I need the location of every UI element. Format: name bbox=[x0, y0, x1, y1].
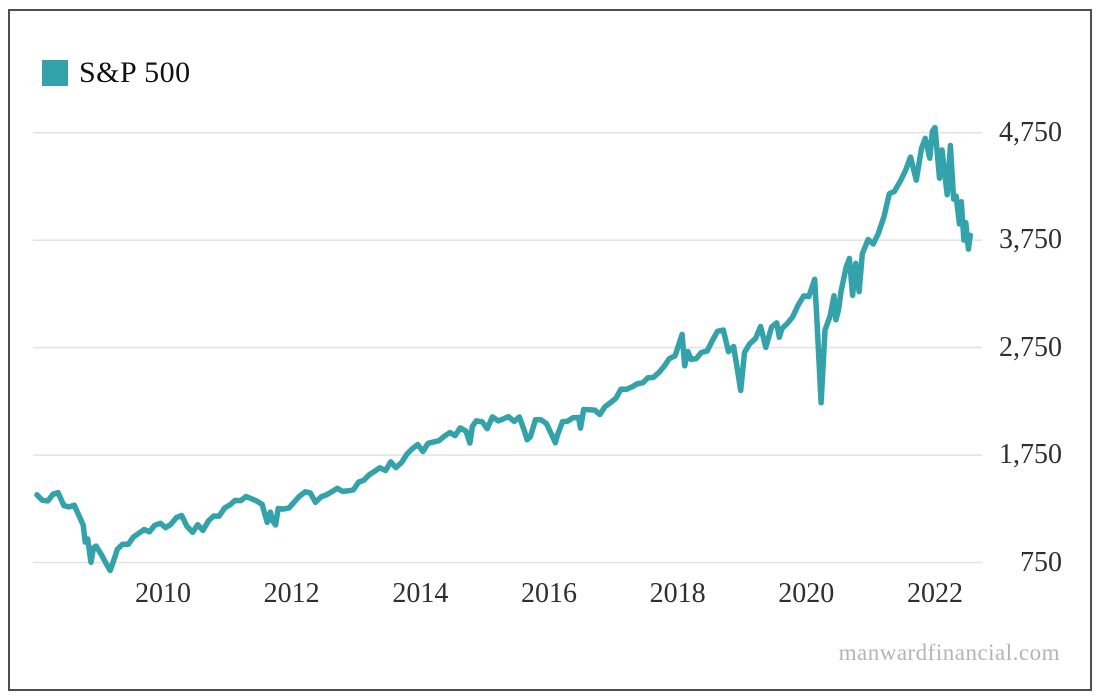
x-tick-label-2012: 2012 bbox=[263, 578, 320, 609]
gridlines bbox=[33, 131, 982, 564]
x-tick-label-2020: 2020 bbox=[778, 578, 835, 609]
y-tick-label-1750: 1,750 bbox=[999, 439, 1062, 471]
x-tick-label-2022: 2022 bbox=[906, 578, 963, 609]
x-tick-label-2016: 2016 bbox=[520, 578, 577, 609]
y-tick-label-4750: 4,750 bbox=[999, 116, 1062, 148]
legend: S&P 500 bbox=[42, 58, 191, 88]
x-tick-label-2014: 2014 bbox=[392, 578, 449, 609]
y-tick-label-750: 750 bbox=[1020, 546, 1062, 578]
x-tick-label-2018: 2018 bbox=[649, 578, 706, 609]
line-series-sp500 bbox=[34, 124, 974, 574]
legend-swatch-icon bbox=[42, 60, 68, 86]
x-tick-label-2010: 2010 bbox=[135, 578, 191, 609]
legend-label: S&P 500 bbox=[79, 56, 191, 89]
chart-frame bbox=[8, 9, 1092, 691]
y-tick-label-2750: 2,750 bbox=[999, 331, 1062, 363]
watermark: manwardfinancial.com bbox=[838, 640, 1060, 665]
y-tick-label-3750: 3,750 bbox=[999, 224, 1062, 256]
